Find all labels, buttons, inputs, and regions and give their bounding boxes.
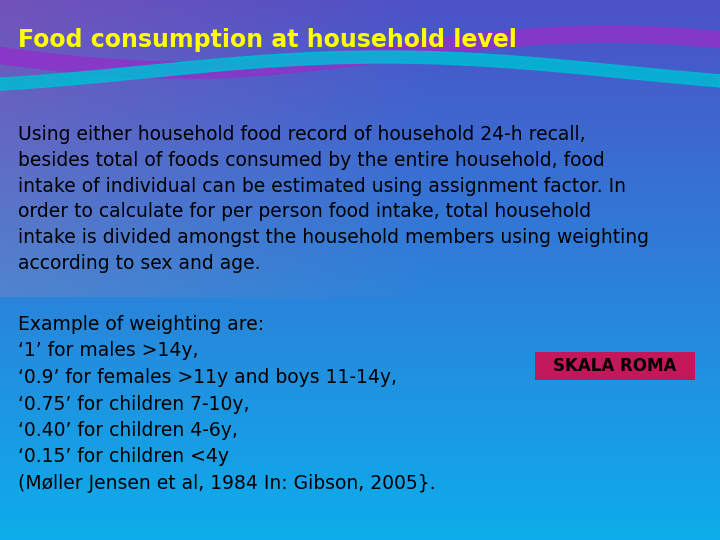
FancyBboxPatch shape xyxy=(535,352,695,380)
Text: Using either household food record of household 24-h recall,
besides total of fo: Using either household food record of ho… xyxy=(18,125,649,273)
Text: Food consumption at household level: Food consumption at household level xyxy=(18,28,517,52)
Text: Example of weighting are:
‘1’ for males >14y,
‘0.9’ for females >11y and boys 11: Example of weighting are: ‘1’ for males … xyxy=(18,315,436,493)
Text: SKALA ROMA: SKALA ROMA xyxy=(553,357,677,375)
